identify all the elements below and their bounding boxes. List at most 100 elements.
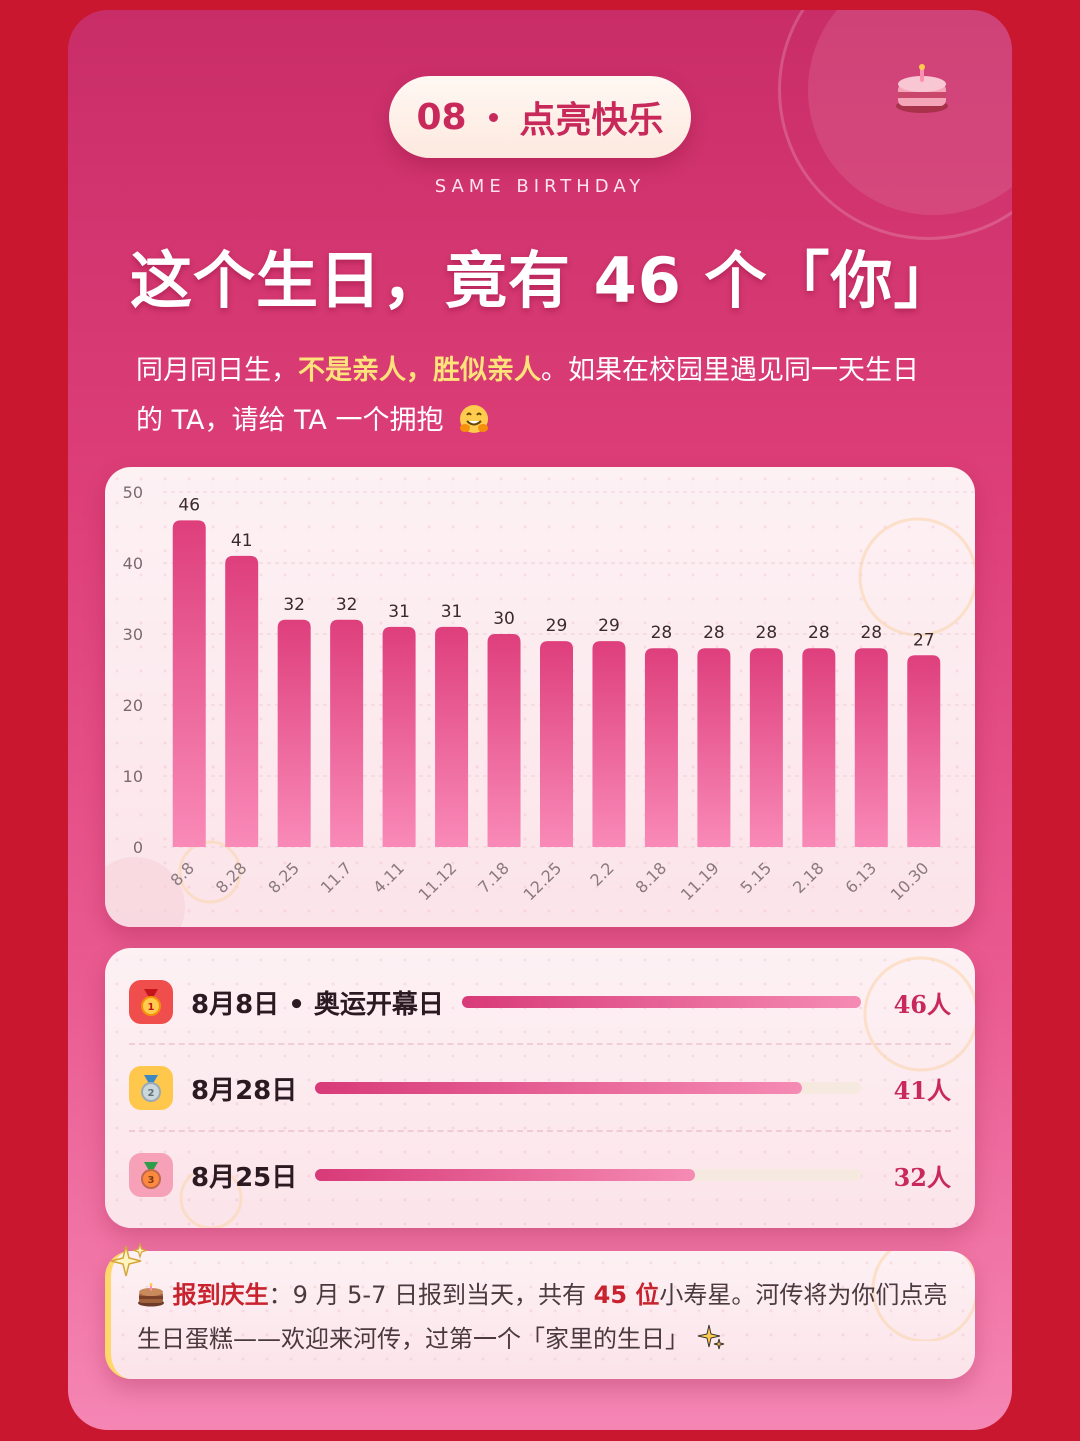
bar-value-label: 32 (336, 595, 358, 615)
rank-track (461, 996, 861, 1008)
bar-chart: 0 10 20 30 40 50 46 41 32 32 31 31 30 29 29 28 28 28 28 28… (105, 483, 975, 927)
intro-part1: 同月同日生， (136, 355, 298, 386)
rank-count: 46人 (893, 989, 951, 1019)
gold-medal-icon: 1 (129, 980, 173, 1024)
bar-value-label: 28 (860, 623, 882, 643)
rank-track (315, 1082, 861, 1094)
bar-value-label: 46 (178, 495, 200, 515)
bar-value-label: 32 (283, 595, 305, 615)
badge-title: 点亮快乐 (519, 100, 664, 141)
rank-bar (315, 1169, 695, 1181)
svg-text:1: 1 (148, 1002, 155, 1013)
note-count: 45 位 (593, 1281, 660, 1309)
intro-highlight: 不是亲人，胜似亲人 (298, 355, 541, 386)
bar-value-label: 28 (703, 623, 725, 643)
badge-number: 08 (416, 96, 467, 138)
bar (382, 626, 416, 847)
chart-panel: 0 10 20 30 40 50 46 41 32 32 31 31 30 29 29 28 28 28 28 28… (105, 467, 975, 927)
bar-value-label: 28 (651, 623, 673, 643)
x-tick-label: 11.19 (677, 858, 723, 904)
section-badge: 08 点亮快乐 (389, 76, 691, 158)
y-tick-label: 30 (123, 625, 143, 644)
ranking-panel: 1 8月8日 • 奥运开幕日 46人 2 8月28日 41人 3 8月25日 3… (105, 948, 975, 1228)
note-panel: 报到庆生：9 月 5-7 日报到当天，共有 45 位小寿星。河传将为你们点亮生日… (105, 1251, 975, 1379)
rank-count: 32人 (893, 1162, 951, 1192)
rank-row-1: 1 8月8日 • 奥运开幕日 46人 (129, 966, 951, 1038)
decor-ring (179, 1172, 243, 1228)
decor-ring (863, 956, 975, 1072)
note-text2: 小寿星。河传将为你们点亮生日蛋糕——欢迎来河传，过第一个「家里的生日」 (137, 1281, 948, 1353)
note-text: 报到庆生：9 月 5-7 日报到当天，共有 45 位小寿星。河传将为你们点亮生日… (137, 1273, 955, 1361)
x-tick-label: 4.11 (369, 858, 408, 897)
silver-medal-icon: 2 (129, 1066, 173, 1110)
bar (277, 619, 311, 847)
note-title: 报到庆生 (172, 1281, 269, 1309)
bar-value-label: 28 (808, 623, 830, 643)
x-tick-label: 5.15 (737, 858, 776, 897)
hugging-face-icon (460, 405, 489, 433)
decor-ring (871, 1251, 975, 1341)
rank-row-2: 2 8月28日 41人 (129, 1052, 951, 1124)
y-tick-label: 10 (123, 767, 143, 786)
bronze-medal-icon: 3 (129, 1153, 173, 1197)
bar-value-label: 27 (913, 630, 935, 650)
note-text1: ：9 月 5-7 日报到当天，共有 (268, 1281, 594, 1309)
bar (435, 626, 469, 847)
bar (487, 634, 521, 847)
headline: 这个生日，竟有 46 个「你」 (130, 244, 957, 317)
y-tick-label: 0 (133, 838, 143, 857)
bar (802, 648, 836, 847)
rank-count: 41人 (893, 1075, 951, 1105)
rank-track (315, 1169, 861, 1181)
rank-bar (461, 996, 861, 1008)
y-tick-label: 50 (123, 483, 143, 502)
bar (749, 648, 783, 847)
badge-dot (488, 112, 498, 122)
x-tick-label: 11.7 (317, 858, 356, 897)
bar (854, 648, 888, 847)
intro-text: 同月同日生，不是亲人，胜似亲人。如果在校园里遇见同一天生日的 TA，请给 TA … (136, 346, 936, 446)
x-tick-label: 6.13 (842, 858, 881, 897)
rank-bar (315, 1082, 802, 1094)
divider (129, 1130, 951, 1132)
bar (172, 520, 206, 847)
bar-value-label: 31 (388, 602, 410, 622)
x-tick-label: 2.18 (789, 858, 828, 897)
cake-icon (138, 1283, 164, 1307)
x-tick-label: 12.25 (519, 858, 565, 904)
y-tick-label: 20 (123, 696, 143, 715)
bar (592, 641, 626, 847)
rank-label: 8月8日 • 奥运开幕日 (191, 989, 444, 1020)
bar-value-label: 30 (493, 609, 515, 629)
bar (540, 641, 573, 847)
x-tick-label: 8.18 (632, 858, 671, 897)
x-tick-label: 8.25 (264, 858, 303, 897)
subtitle: SAME BIRTHDAY (434, 176, 646, 197)
intro-part2: 。如果在校园里遇见同一天生日的 TA，请给 TA 一个拥抱 (136, 355, 919, 436)
bar-value-label: 28 (756, 623, 778, 643)
bar (330, 619, 364, 847)
bar (225, 555, 259, 847)
x-tick-label: 10.30 (887, 858, 933, 904)
svg-text:3: 3 (148, 1175, 155, 1186)
sparkles-icon (697, 1324, 724, 1350)
bar-value-label: 29 (598, 616, 620, 636)
rank-label: 8月25日 (191, 1162, 298, 1193)
x-tick-label: 7.18 (474, 858, 513, 897)
x-tick-label: 2.2 (586, 858, 617, 889)
rank-row-3: 3 8月25日 32人 (129, 1139, 951, 1211)
divider (129, 1043, 951, 1045)
x-tick-label: 11.12 (415, 858, 461, 904)
bar (907, 655, 941, 847)
bar-value-label: 29 (546, 616, 568, 636)
birthday-card: 08 点亮快乐 SAME BIRTHDAY 这个生日，竟有 46 个「你」 同月… (68, 10, 1012, 1430)
y-tick-label: 40 (123, 554, 143, 573)
cake-icon (896, 64, 948, 113)
bar-value-label: 31 (441, 602, 463, 622)
svg-text:2: 2 (148, 1088, 155, 1099)
sparkles-icon (110, 1242, 148, 1277)
rank-label: 8月28日 (191, 1075, 298, 1106)
bar (644, 648, 678, 847)
bar-value-label: 41 (231, 531, 253, 551)
bar (697, 648, 731, 847)
